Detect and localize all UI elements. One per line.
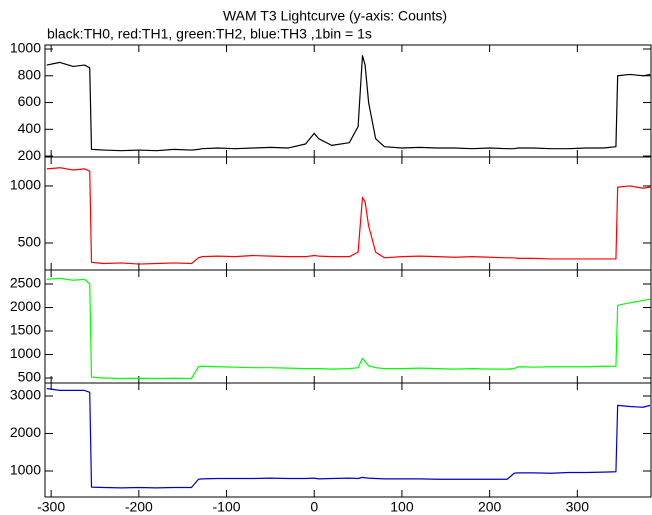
x-tick-label: 300 [566,499,590,515]
x-tick-label: -300 [37,499,65,515]
panel-frame [44,156,652,271]
y-tick-label: 500 [18,369,42,385]
y-tick-label: 500 [18,234,42,250]
y-tick-label: 600 [18,93,42,109]
chart-title: WAM T3 Lightcurve (y-axis: Counts) [223,8,447,24]
panel-frame [44,269,652,384]
y-tick-label: 800 [18,66,42,82]
y-tick-label: 1500 [10,322,41,338]
x-tick-label: -200 [125,499,153,515]
light-curve [46,55,651,152]
light-curve [46,387,651,489]
light-curve [46,167,651,265]
chart-subtitle: black:TH0, red:TH1, green:TH2, blue:TH3 … [47,26,372,42]
y-tick-label: 1000 [10,345,41,361]
panel-frame [44,382,652,498]
y-tick-label: 1000 [10,462,41,478]
panel-frame [44,44,652,158]
y-tick-label: 2000 [10,298,41,314]
y-tick-label: 2500 [10,275,41,291]
y-tick-label: 3000 [10,387,41,403]
y-tick-label: 200 [18,147,42,163]
y-tick-label: 400 [18,120,42,136]
y-tick-label: 1000 [10,40,41,56]
x-tick-label: -100 [213,499,241,515]
y-tick-label: 1000 [10,177,41,193]
x-tick-label: 200 [478,499,502,515]
light-curve [46,277,651,380]
x-tick-label: 100 [390,499,414,515]
x-tick-label: 0 [310,499,318,515]
y-tick-label: 2000 [10,424,41,440]
